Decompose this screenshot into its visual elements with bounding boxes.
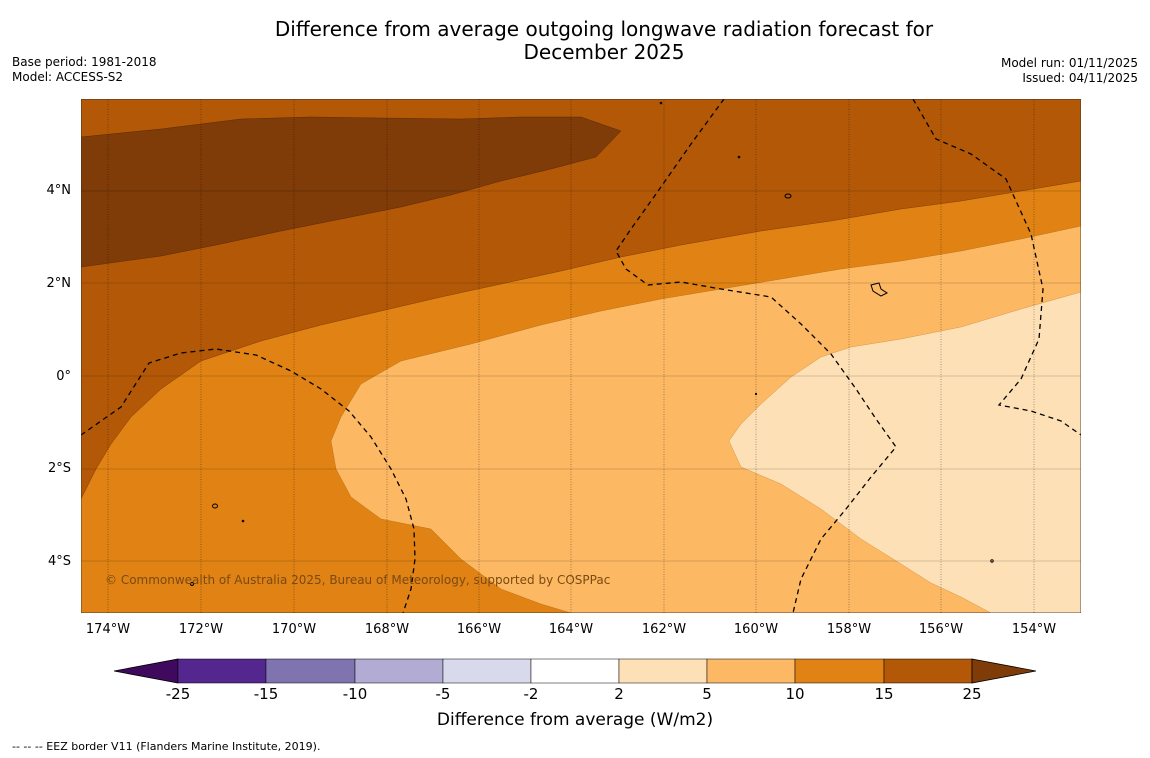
lat-label-4n: 4°N <box>46 183 72 198</box>
colorbar-svg <box>113 658 1037 684</box>
cb-bin-6 <box>618 658 708 684</box>
graticule <box>107 99 1035 613</box>
map-title: Difference from average outgoing longwav… <box>230 18 978 64</box>
issued-date: Issued: 04/11/2025 <box>1022 71 1138 85</box>
lon-label-174w: 174°W <box>85 622 131 637</box>
island-1 <box>784 193 792 199</box>
cb-tick-10: 10 <box>785 685 805 703</box>
cb-tick-minus5: -5 <box>435 685 451 703</box>
colorbar <box>113 658 1037 684</box>
map-svg <box>81 99 1081 613</box>
cb-bin-4 <box>442 658 532 684</box>
band-over-25 <box>81 116 622 268</box>
title-line-2: December 2025 <box>523 40 685 64</box>
copyright-notice: © Commonwealth of Australia 2025, Bureau… <box>105 573 611 587</box>
cb-tick-minus15: -15 <box>253 685 279 703</box>
cb-tick-minus10: -10 <box>342 685 368 703</box>
lon-label-158w: 158°W <box>826 622 872 637</box>
island-5 <box>190 582 194 586</box>
lon-label-172w: 172°W <box>178 622 224 637</box>
cb-bin-7 <box>706 658 796 684</box>
map-panel <box>81 99 1081 613</box>
lon-label-166w: 166°W <box>456 622 502 637</box>
cb-tick-2: 2 <box>614 685 624 703</box>
cb-tick-5: 5 <box>702 685 712 703</box>
lat-label-0: 0° <box>56 369 71 384</box>
cb-bin-9 <box>883 658 973 684</box>
lon-label-154w: 154°W <box>1011 622 1057 637</box>
island-7 <box>659 101 663 105</box>
lon-label-168w: 168°W <box>364 622 410 637</box>
cb-bin-8 <box>794 658 885 684</box>
cb-tick-15: 15 <box>874 685 894 703</box>
meta-left: Base period: 1981-2018 Model: ACCESS-S2 <box>12 55 157 85</box>
lon-label-160w: 160°W <box>733 622 779 637</box>
lat-label-2s: 2°S <box>47 461 71 476</box>
cb-tick-minus2: -2 <box>523 685 539 703</box>
latitude-lines <box>81 190 1081 562</box>
island-3 <box>212 503 218 509</box>
cb-extend-high <box>971 658 1037 684</box>
eez-borders <box>81 99 1081 613</box>
band-2-5 <box>728 291 1081 613</box>
meta-right: Model run: 01/11/2025 Issued: 04/11/2025 <box>1001 56 1138 86</box>
cb-bin-1 <box>177 658 267 684</box>
island-4 <box>241 519 245 523</box>
cb-extend-low <box>113 658 179 684</box>
island-6 <box>990 559 994 563</box>
island-9 <box>754 392 758 396</box>
title-line-1: Difference from average outgoing longwav… <box>274 17 934 41</box>
cb-tick-minus25: -25 <box>165 685 191 703</box>
base-period: Base period: 1981-2018 <box>12 55 157 69</box>
lon-label-170w: 170°W <box>271 622 317 637</box>
lon-label-162w: 162°W <box>641 622 687 637</box>
lat-label-4s: 4°S <box>47 554 71 569</box>
cb-bin-5 <box>530 658 620 684</box>
model-run: Model run: 01/11/2025 <box>1000 56 1138 70</box>
model-name: Model: ACCESS-S2 <box>12 70 124 84</box>
island-2 <box>870 282 888 297</box>
lon-label-164w: 164°W <box>548 622 594 637</box>
cb-bin-3 <box>354 658 444 684</box>
lon-label-156w: 156°W <box>918 622 964 637</box>
colorbar-label: Difference from average (W/m2) <box>436 710 714 730</box>
islands <box>190 101 994 586</box>
eez-footnote: -- -- -- EEZ border V11 (Flanders Marine… <box>12 740 321 753</box>
island-8 <box>737 155 741 159</box>
lat-label-2n: 2°N <box>46 276 72 291</box>
cb-bin-2 <box>265 658 356 684</box>
cb-tick-25: 25 <box>962 685 982 703</box>
